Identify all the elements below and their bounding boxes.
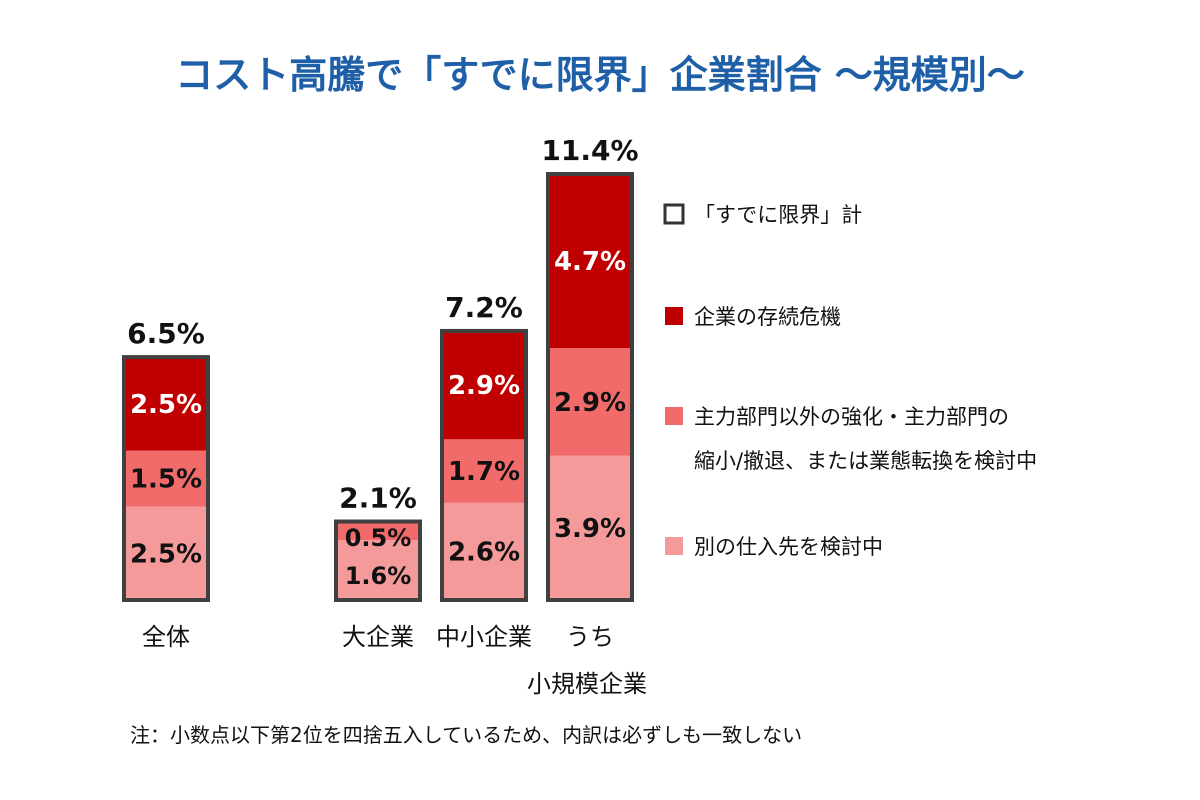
segment-label-small-0: 3.9% — [554, 514, 626, 544]
group-label-small-business: 小規模企業 — [527, 670, 647, 698]
legend: 「すでに限界」計企業の存続危機主力部門以外の強化・主力部門の縮小/撤退、または業… — [663, 203, 1037, 559]
total-label-sme: 7.2% — [445, 291, 523, 324]
legend-swatch-1 — [665, 307, 683, 325]
segment-label-small-1: 2.9% — [554, 388, 626, 418]
segment-label-sme-1: 1.7% — [448, 457, 520, 487]
segment-label-all-1: 1.5% — [130, 465, 202, 495]
bar-outline-sme — [440, 328, 528, 602]
segment-label-large-1: 1.6% — [345, 562, 412, 590]
total-label-small: 11.4% — [541, 134, 638, 167]
legend-swatch-3 — [665, 537, 683, 555]
total-label-all: 6.5% — [127, 317, 205, 350]
category-label-sme: 中小企業 — [436, 623, 532, 651]
bar-segment-sme-2 — [442, 330, 526, 440]
segment-label-all-2: 2.5% — [130, 390, 202, 420]
total-label-large: 2.1% — [339, 482, 417, 515]
category-label-all: 全体 — [142, 623, 190, 651]
category-label-small: うち — [566, 623, 614, 651]
bar-segment-all-0 — [124, 506, 208, 600]
legend-label-3-0: 別の仕入先を検討中 — [694, 535, 883, 559]
legend-swatch-2 — [665, 407, 683, 425]
bar-outline-large — [334, 519, 422, 602]
bar-segment-large-0 — [336, 540, 420, 600]
bar-segment-sme-0 — [442, 502, 526, 600]
legend-label-2-1: 縮小/撤退、または業態転換を検討中 — [694, 449, 1037, 473]
category-label-large: 大企業 — [342, 623, 414, 651]
segment-label-large-0: 0.5% — [345, 524, 412, 552]
bar-segment-large-1 — [336, 521, 420, 541]
bars-group: 2.5% 1.5% 2.5% 6.5% 全体 0.5% 1.6% 2.1% 大企業 2.6% 1.7… — [122, 134, 639, 651]
segment-label-small-2: 4.7% — [554, 247, 626, 277]
bar-segment-all-1 — [124, 450, 208, 507]
legend-label-0-0: 「すでに限界」計 — [694, 203, 862, 227]
segment-label-all-0: 2.5% — [130, 539, 202, 569]
bar-segment-small-2 — [548, 174, 632, 349]
bar-outline-small — [546, 172, 634, 602]
bar-segment-all-2 — [124, 357, 208, 451]
segment-label-sme-2: 2.9% — [448, 371, 520, 401]
legend-label-2-0: 主力部門以外の強化・主力部門の — [694, 405, 1009, 429]
legend-label-1-0: 企業の存続危機 — [694, 305, 841, 329]
bar-outline-all — [122, 355, 210, 602]
bar-segment-sme-1 — [442, 439, 526, 503]
bar-segment-small-1 — [548, 348, 632, 456]
footnote: 注：小数点以下第2位を四捨五入しているため、内訳は必ずしも一致しない — [130, 723, 802, 747]
bar-segment-small-0 — [548, 455, 632, 600]
segment-label-sme-0: 2.6% — [448, 537, 520, 567]
chart-title: コスト高騰で「すでに限界」企業割合 ～規模別～ — [175, 53, 1025, 97]
legend-swatch-0 — [663, 203, 685, 225]
